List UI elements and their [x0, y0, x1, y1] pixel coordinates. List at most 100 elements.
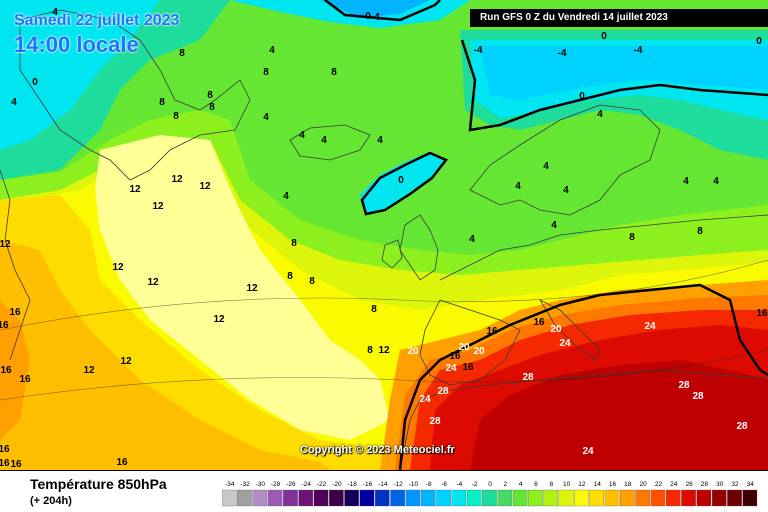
legend-color-swatch [620, 489, 635, 507]
isotherm-label: 8 [697, 226, 703, 237]
legend-tick-label: 0 [488, 481, 492, 488]
isotherm-label: 16 [756, 308, 768, 319]
legend-color-swatch [528, 489, 543, 507]
legend-tick-label: -12 [393, 481, 403, 488]
legend-tick-label: -20 [332, 481, 342, 488]
temp-zone-deep-orange [0, 300, 30, 440]
isotherm-label: 28 [437, 386, 449, 397]
isotherm-label: 4 [321, 135, 327, 146]
temp-zone-orange [0, 240, 330, 470]
legend-color-swatch [298, 489, 314, 507]
isotherm-label: 16 [0, 444, 10, 455]
legend-color-swatch [237, 489, 252, 507]
scandinavia-coast [469, 104, 661, 216]
legend-tick-label: 30 [716, 481, 724, 488]
isotherm-label: -4 [558, 48, 567, 59]
legend-color-swatch [344, 489, 359, 507]
temp-zone-very-cold-arctic [320, 0, 430, 18]
greenland-coast [19, 9, 251, 181]
isotherm-label: 4 [597, 109, 603, 120]
isotherm-label: 12 [152, 201, 164, 212]
temp-zone-hot-core [470, 360, 768, 470]
isotherm-label: 28 [736, 421, 748, 432]
isotherm-label: 0 [756, 36, 762, 47]
isotherm-label: 8 [209, 102, 215, 113]
legend-color-swatch [604, 489, 620, 507]
legend-tick-label: -2 [472, 481, 478, 488]
legend-tick-label: 26 [685, 481, 693, 488]
legend-tick-label: -10 [409, 481, 419, 488]
legend-color-swatch [482, 489, 497, 507]
isotherm-label: 12 [129, 184, 141, 195]
isotherm-label: 28 [522, 372, 534, 383]
legend-color-swatch [267, 489, 283, 507]
isotherm-label: 28 [429, 416, 441, 427]
temperature-color-scale: -34 -32 -30 -28 -26 -24 -22 -20 -18 -16 -14 -12 -10-… [222, 481, 758, 507]
temp-zone-cold-northwest [0, 0, 160, 150]
legend-color-swatch [681, 489, 696, 507]
legend-color-swatch [650, 489, 666, 507]
legend-tick-label: 6 [534, 481, 538, 488]
isotherm-label: 8 [371, 304, 377, 315]
twenty-isotherm-africa [398, 283, 768, 470]
legend-color-swatch [711, 489, 727, 507]
isotherm-label: 4 [543, 161, 549, 172]
legend-tick-label: 4 [519, 481, 523, 488]
legend-tick-label: -34 [225, 481, 235, 488]
legend-color-swatch [665, 489, 681, 507]
isotherm-label: 4 [515, 181, 521, 192]
copyright-notice: Copyright © 2023 Meteociel.fr [300, 444, 455, 456]
legend-tick-label: 32 [731, 481, 739, 488]
forecast-lead-time: (+ 204h) [30, 495, 72, 507]
zero-degree-isotherms [324, 0, 768, 470]
legend-tick-label: -8 [426, 481, 432, 488]
isotherm-label: 4 [52, 7, 58, 18]
legend-tick-label: -30 [256, 481, 266, 488]
legend-tick-label: 10 [563, 481, 571, 488]
legend-tick-label: -24 [301, 481, 311, 488]
temp-zone-cold-norwegian-sea [360, 152, 445, 215]
legend-color-swatch [283, 489, 298, 507]
isotherm-label: 0 [398, 175, 404, 186]
legend-tick-label: 8 [549, 481, 553, 488]
legend-tick-label: 20 [639, 481, 647, 488]
isotherm-label: 0 [579, 91, 585, 102]
legend-color-swatch [742, 489, 758, 507]
legend-color-swatch [497, 489, 513, 507]
legend-color-swatch [405, 489, 421, 507]
legend-color-swatch [420, 489, 436, 507]
isotherm-label: 8 [331, 67, 337, 78]
italy-coast [538, 299, 601, 361]
legend-color-swatch [558, 489, 574, 507]
ireland-coast [381, 239, 403, 269]
isotherm-label: 8 [207, 90, 213, 101]
isotherm-label: 4 [713, 176, 719, 187]
isotherm-label: 16 [0, 320, 9, 331]
legend-tick-label: 28 [701, 481, 709, 488]
latitude-lines [0, 259, 768, 401]
isotherm-label: 12 [120, 356, 132, 367]
isotherm-label: 8 [173, 111, 179, 122]
isotherm-label: 4 [269, 45, 275, 56]
legend-color-swatch [222, 489, 237, 507]
legend-color-swatch [252, 489, 268, 507]
iberia-coast [419, 299, 521, 386]
legend-color-swatch [543, 489, 559, 507]
isotherm-label: 4 [551, 220, 557, 231]
legend-tick-label: 34 [747, 481, 755, 488]
legend-color-swatch [374, 489, 390, 507]
zero-isotherm-norwegian-sea [360, 151, 448, 216]
legend-color-swatch [696, 489, 712, 507]
isotherm-label: -4 [634, 45, 643, 56]
isotherm-label: 16 [0, 365, 12, 376]
legend-color-swatch [329, 489, 344, 507]
africa-coast [399, 369, 768, 470]
isotherm-label: 12 [199, 181, 211, 192]
isotherm-label: 4 [683, 176, 689, 187]
legend-tick-label: -22 [317, 481, 327, 488]
isotherm-label: 16 [0, 458, 10, 469]
isotherm-label: 16 [116, 457, 128, 468]
legend-tick-label: -6 [441, 481, 447, 488]
